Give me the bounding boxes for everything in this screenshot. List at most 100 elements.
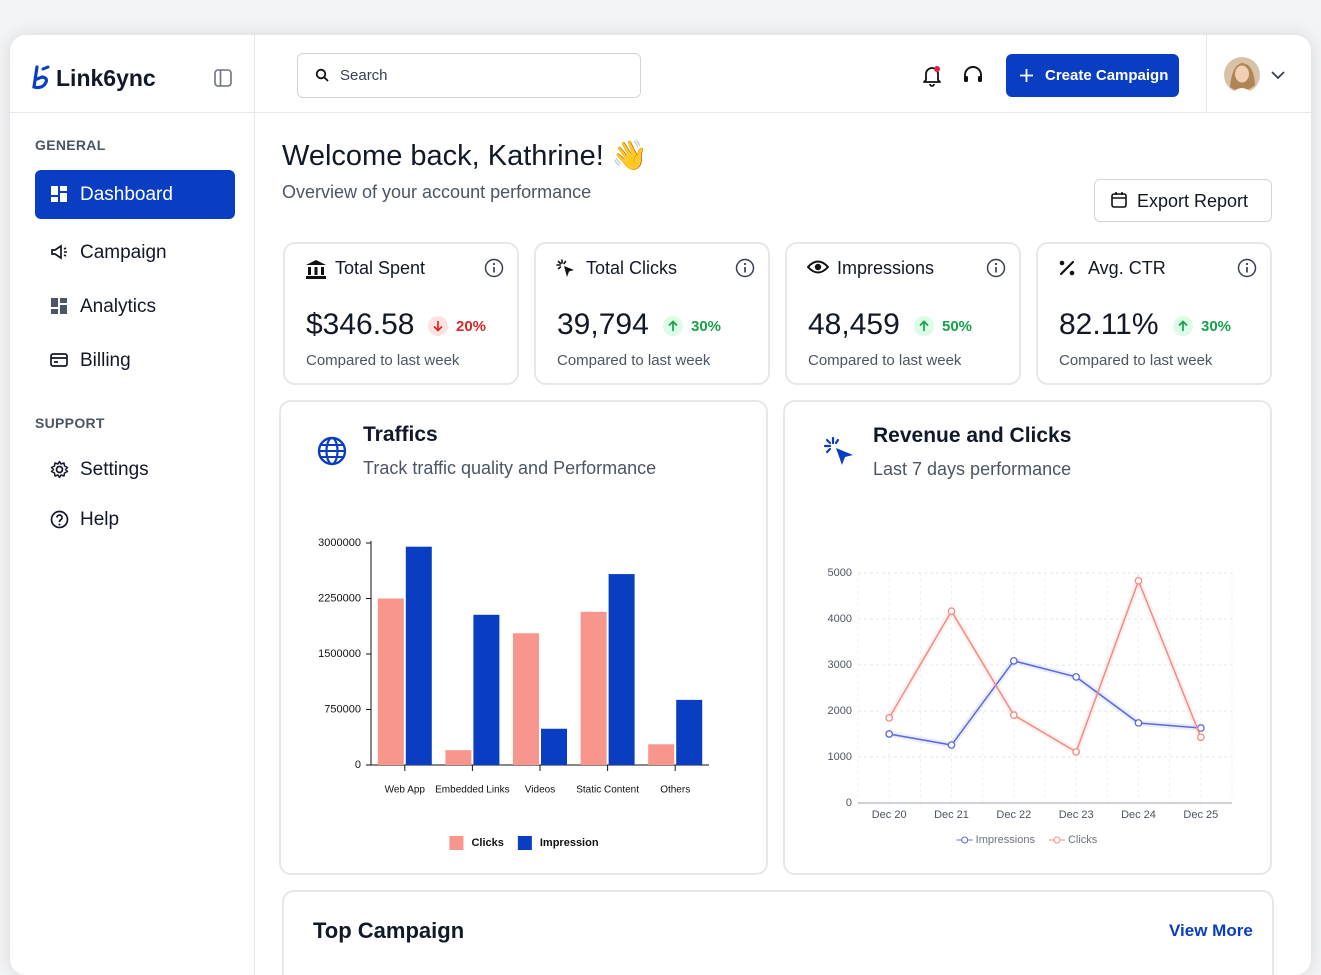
change-value: 50%	[942, 317, 973, 335]
info-icon[interactable]	[1237, 258, 1257, 278]
chart-title: Revenue and Clicks	[873, 424, 1072, 447]
change-value: 20%	[456, 317, 487, 335]
nav-item[interactable]: Campaign	[35, 228, 235, 277]
nav-label: Help	[80, 508, 120, 530]
point	[885, 730, 894, 738]
info-icon[interactable]	[484, 258, 504, 278]
stat-change: 20%	[428, 316, 486, 336]
search-icon	[315, 68, 329, 82]
nav-item[interactable]: Settings	[35, 445, 235, 494]
chart-title: Traffics	[363, 423, 438, 446]
stat-icon	[556, 259, 574, 277]
chart-subtitle: Track traffic quality and Performance	[363, 458, 657, 478]
stat-label: Total Clicks	[586, 258, 678, 278]
y-tick-label: 1500000	[318, 648, 361, 660]
y-tick-label: 750000	[324, 703, 361, 715]
bar	[541, 728, 567, 765]
export-report-button[interactable]: Export Report	[1094, 179, 1272, 222]
bar	[676, 699, 703, 765]
point	[1072, 748, 1081, 756]
nav-item[interactable]: Billing	[35, 336, 235, 385]
line	[888, 578, 1202, 754]
divider	[10, 112, 255, 113]
line-chart: 0 1000 2000 3000 4000 5000 Dec 20 Dec 21 Dec 22 D…	[828, 567, 1233, 846]
stat-icon	[1059, 260, 1075, 276]
legend-swatch	[961, 836, 969, 844]
notification-bell[interactable]	[921, 64, 943, 88]
user-avatar[interactable]	[1224, 57, 1260, 93]
stat-value: 39,794	[557, 308, 649, 341]
traffic-card: Traffics Track traffic quality and Perfo…	[279, 400, 768, 875]
button-label: Export Report	[1137, 191, 1249, 211]
line	[889, 660, 1201, 746]
trend-arrow	[663, 316, 683, 336]
stat-card: Total Clicks 39,794 30% Compared to last we…	[534, 242, 770, 385]
stat-change: 30%	[663, 316, 721, 336]
nav-item[interactable]: Help	[35, 495, 235, 544]
y-tick-label: 4000	[828, 613, 852, 625]
point	[1072, 673, 1081, 681]
point	[947, 741, 956, 749]
info-icon[interactable]	[986, 258, 1006, 278]
stat-icon	[306, 260, 326, 279]
nav-icon	[50, 353, 68, 367]
view-more-link[interactable]: View More	[1169, 921, 1253, 940]
globe-icon	[317, 436, 347, 466]
stat-note: Compared to last week	[306, 352, 460, 369]
user-menu-chevron[interactable]	[1271, 71, 1285, 80]
nav-label: Dashboard	[80, 183, 173, 205]
x-tick-label: Dec 21	[934, 809, 969, 821]
x-tick-label: Static Content	[576, 785, 639, 796]
button-label: Create Campaign	[1045, 67, 1169, 84]
nav-label: Settings	[80, 458, 149, 480]
x-tick-label: Dec 23	[1059, 809, 1094, 821]
trend-arrow	[1173, 316, 1193, 336]
stat-change: 30%	[1173, 316, 1231, 336]
click-icon	[823, 436, 853, 465]
nav-item[interactable]: Dashboard	[35, 170, 235, 219]
nav-icon	[50, 460, 69, 479]
stat-icon	[807, 260, 829, 274]
brand-name: Link6ync	[56, 65, 156, 91]
plus-icon	[1020, 69, 1033, 82]
nav-label: Billing	[80, 349, 131, 371]
app-window: Link6ync GENERAL Dashboard Campaign Analyti…	[10, 35, 1311, 975]
y-tick-label: 2000	[828, 705, 852, 717]
x-tick-label: Dec 24	[1121, 809, 1156, 821]
section-title: Top Campaign	[313, 918, 465, 943]
bar	[377, 598, 404, 765]
bar	[405, 546, 432, 765]
stat-value: $346.58	[306, 308, 415, 341]
change-value: 30%	[691, 317, 722, 335]
search-box[interactable]: Search	[297, 53, 641, 98]
info-icon[interactable]	[735, 258, 755, 278]
stat-value: 82.11%	[1059, 308, 1159, 341]
calendar-icon	[1111, 192, 1127, 208]
nav-icon	[51, 298, 67, 314]
legend-label: Impressions	[976, 834, 1036, 846]
x-tick-label: Dec 20	[872, 809, 907, 821]
legend: Clicks Impression	[449, 836, 599, 850]
stat-note: Compared to last week	[808, 352, 962, 369]
sidebar-toggle[interactable]	[213, 68, 233, 88]
stat-label: Impressions	[837, 258, 935, 278]
nav-icon	[51, 244, 67, 260]
bar	[580, 611, 607, 765]
y-tick-label: 1000	[828, 751, 852, 763]
nav-label: Campaign	[80, 241, 167, 263]
bar-chart: 0 750000 1500000 2250000 3000000 Web App Embed…	[318, 537, 709, 850]
stat-label: Avg. CTR	[1088, 258, 1166, 278]
nav-icon	[51, 186, 67, 202]
point	[1196, 733, 1205, 742]
nav-item[interactable]: Analytics	[35, 282, 235, 331]
support-icon[interactable]	[962, 65, 984, 87]
legend-label: Clicks	[1068, 834, 1098, 846]
stat-label: Total Spent	[335, 258, 426, 278]
create-campaign-button[interactable]: Create Campaign	[1006, 54, 1179, 97]
point	[1009, 711, 1018, 719]
divider	[1206, 35, 1207, 112]
stat-value: 48,459	[808, 308, 900, 341]
bar	[445, 750, 472, 765]
